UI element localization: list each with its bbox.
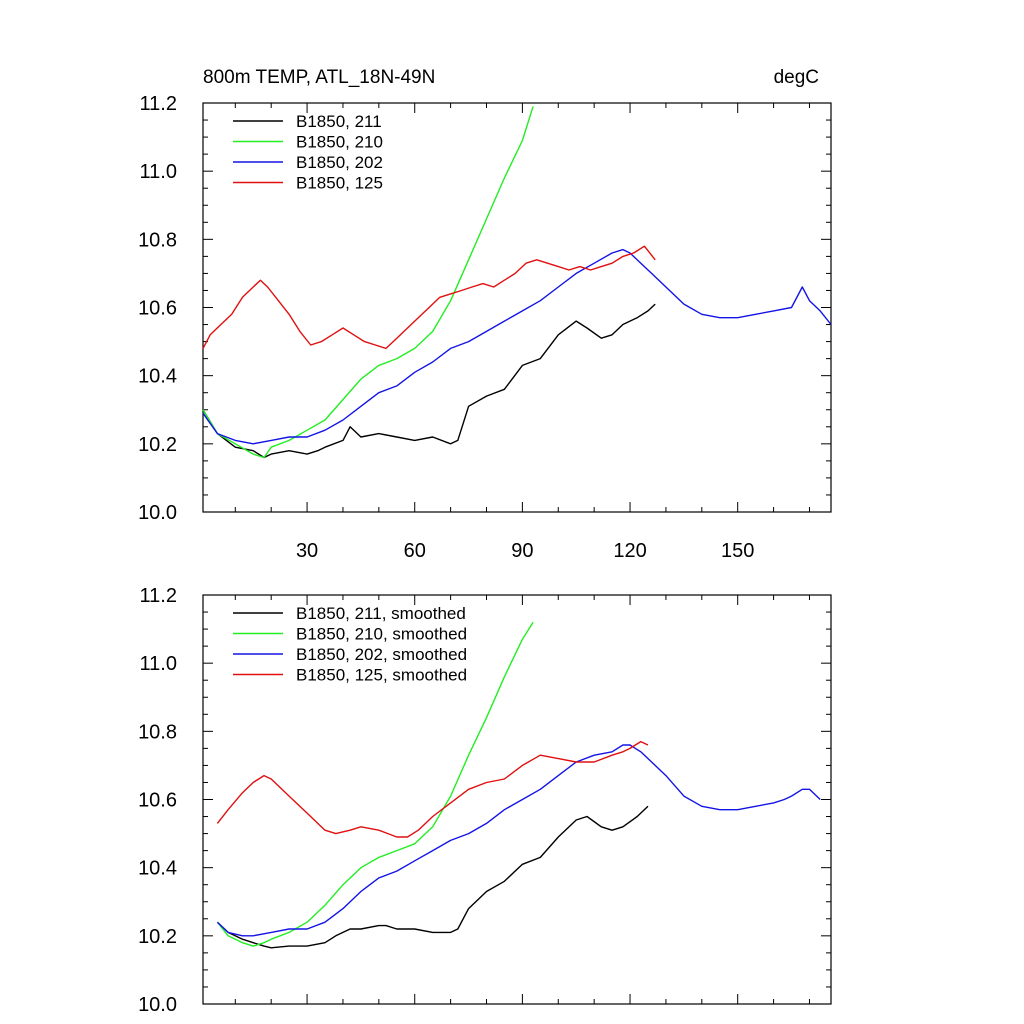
y-tick-label: 10.6 — [138, 298, 177, 320]
top-panel: 10.0 10.2 10.4 10.6 10.8 11.0 11.2 30 60 90 120 150… — [138, 93, 832, 562]
y-tick-label: 11.0 — [140, 653, 177, 675]
legend-label: B1850, 202 — [296, 153, 383, 172]
legend-label: B1850, 125, smoothed — [296, 666, 467, 685]
y-tick-label: 10.0 — [138, 994, 177, 1016]
legend-label: B1850, 125 — [296, 174, 383, 193]
legend-label: B1850, 211, smoothed — [296, 604, 466, 623]
legend-label: B1850, 210 — [296, 133, 383, 152]
y-tick-label: 10.8 — [138, 229, 177, 251]
series-line — [202, 303, 656, 459]
x-tick-label: 30 — [296, 540, 318, 562]
y-tick-label: 10.2 — [138, 434, 177, 456]
y-tick-label: 10.4 — [138, 858, 177, 880]
bottom-panel: 10.0 10.2 10.4 10.6 10.8 11.0 11.2 B1850, 211, … — [138, 585, 832, 1016]
y-tick-label: 10.4 — [138, 366, 177, 388]
legend-label: B1850, 210, smoothed — [296, 625, 467, 644]
y-tick-label: 11.0 — [140, 161, 177, 183]
y-tick-label: 10.6 — [138, 790, 177, 812]
chart-title: 800m TEMP, ATL_18N-49N — [203, 67, 435, 88]
y-tick-label: 10.8 — [138, 721, 177, 743]
x-tick-label: 150 — [721, 540, 754, 562]
legend-label: B1850, 211 — [296, 112, 382, 131]
units-label: degC — [774, 67, 819, 88]
x-tick-label: 90 — [511, 540, 533, 562]
x-tick-label: 60 — [404, 540, 426, 562]
x-tick-label: 120 — [613, 540, 646, 562]
series-line — [202, 245, 656, 350]
series-line — [216, 621, 534, 947]
series-line — [202, 106, 534, 459]
series-line — [216, 744, 821, 937]
y-tick-label: 11.2 — [140, 93, 177, 115]
series-line — [216, 805, 649, 949]
y-tick-label: 10.0 — [138, 502, 177, 524]
series-line — [216, 740, 649, 838]
y-tick-label: 11.2 — [140, 585, 177, 607]
legend-label: B1850, 202, smoothed — [296, 645, 467, 664]
y-tick-label: 10.2 — [138, 926, 177, 948]
series-line — [202, 248, 832, 445]
